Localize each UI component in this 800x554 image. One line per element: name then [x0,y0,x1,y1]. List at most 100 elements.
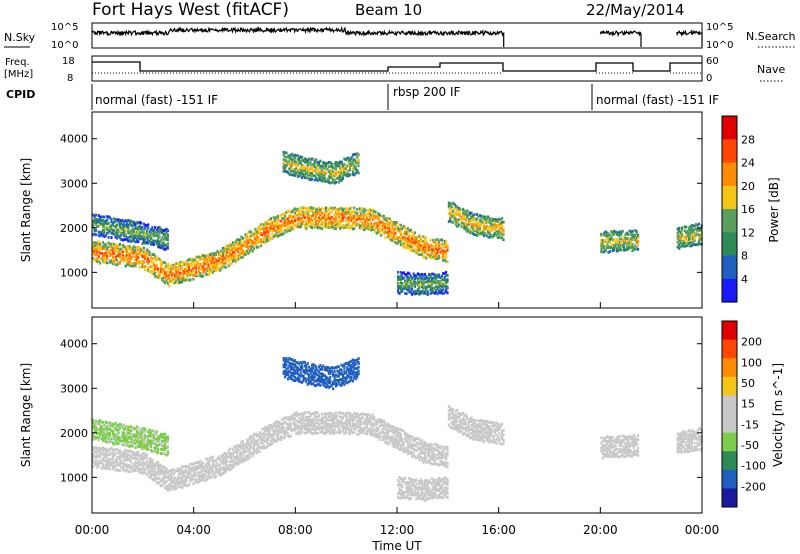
echo-cell [440,462,443,466]
echo-cell [429,282,432,285]
echo-cell [312,374,315,378]
echo-cell [305,227,308,231]
echo-cell [405,230,408,234]
echo-cell [99,218,102,222]
echo-cell [200,469,203,473]
echo-cell [406,276,410,279]
echo-cell [106,261,109,265]
echo-cell [467,228,470,232]
echo-cell [269,424,273,427]
echo-cell [103,453,106,457]
echo-cell [123,231,126,234]
echo-cell [336,430,339,434]
echo-cell [306,159,309,162]
echo-cell [288,418,291,422]
echo-cell [481,215,484,219]
echo-cell [289,163,292,167]
echo-cell [144,241,147,245]
echo-cell [172,266,175,269]
echo-cell [181,280,184,283]
echo-cell [600,232,603,236]
echo-cell [429,445,432,449]
echo-cell [158,257,161,261]
echo-cell [409,286,412,290]
echo-cell [306,421,309,424]
echo-cell [93,221,96,224]
echo-cell [615,240,619,244]
echo-cell [292,215,295,219]
echo-cell [258,432,261,436]
echo-cell [634,229,637,232]
echo-cell [190,473,193,477]
echo-cell [142,260,145,264]
echo-cell [442,255,445,259]
echo-cell [100,424,103,428]
echo-cell [398,228,401,231]
echo-cell [406,246,410,250]
echo-cell [325,412,328,416]
echo-cell [433,244,436,248]
echo-cell [339,207,342,210]
echo-cell [317,377,321,381]
echo-cell [413,292,417,296]
echo-cell [223,247,226,251]
echo-cell [164,266,167,269]
echo-cell [337,220,340,223]
echo-cell [116,228,119,232]
echo-cell [498,229,501,233]
echo-cell [299,213,302,216]
echo-cell [296,163,299,167]
echo-cell [212,460,215,463]
echo-cell [141,229,144,233]
echo-cell [289,358,292,361]
echo-cell [148,230,151,234]
echo-cell [106,222,109,226]
echo-cell [101,247,105,250]
echo-cell [264,439,267,443]
echo-cell [171,271,174,275]
echo-cell [154,264,157,268]
echo-cell [373,223,376,226]
echo-cell [195,274,198,278]
echo-cell [631,249,634,253]
nave-tick-low: 0 [706,73,712,84]
echo-cell [418,280,421,284]
echo-cell [196,260,199,263]
echo-cell [340,225,343,229]
echo-cell [426,459,429,463]
echo-cell [371,218,374,222]
echo-cell [620,241,623,244]
echo-cell [423,443,426,447]
echo-cell [120,257,123,261]
echo-cell [92,425,95,429]
echo-cell [227,465,230,469]
echo-cell [306,222,309,225]
echo-cell [154,254,157,258]
echo-cell [217,472,220,476]
echo-cell [152,270,155,274]
echo-cell [162,241,165,245]
echo-cell [227,244,230,248]
colorbar-tick-label: 16 [741,203,755,216]
echo-cell [339,160,342,164]
echo-cell [316,163,319,167]
echo-cell [99,224,102,227]
echo-cell [343,422,346,426]
echo-cell [494,218,497,221]
echo-cell [101,232,105,236]
echo-cell [142,463,145,467]
echo-cell [279,233,282,236]
echo-cell [340,419,343,423]
echo-cell [164,233,167,237]
echo-cell [104,450,107,454]
echo-cell [339,219,342,223]
echo-cell [164,228,167,232]
echo-cell [302,211,305,214]
echo-cell [333,162,336,166]
echo-cell [371,433,374,436]
echo-cell [320,377,323,381]
echo-cell [224,467,227,471]
echo-cell [363,224,366,228]
echo-cell [353,214,356,218]
echo-cell [319,178,322,182]
